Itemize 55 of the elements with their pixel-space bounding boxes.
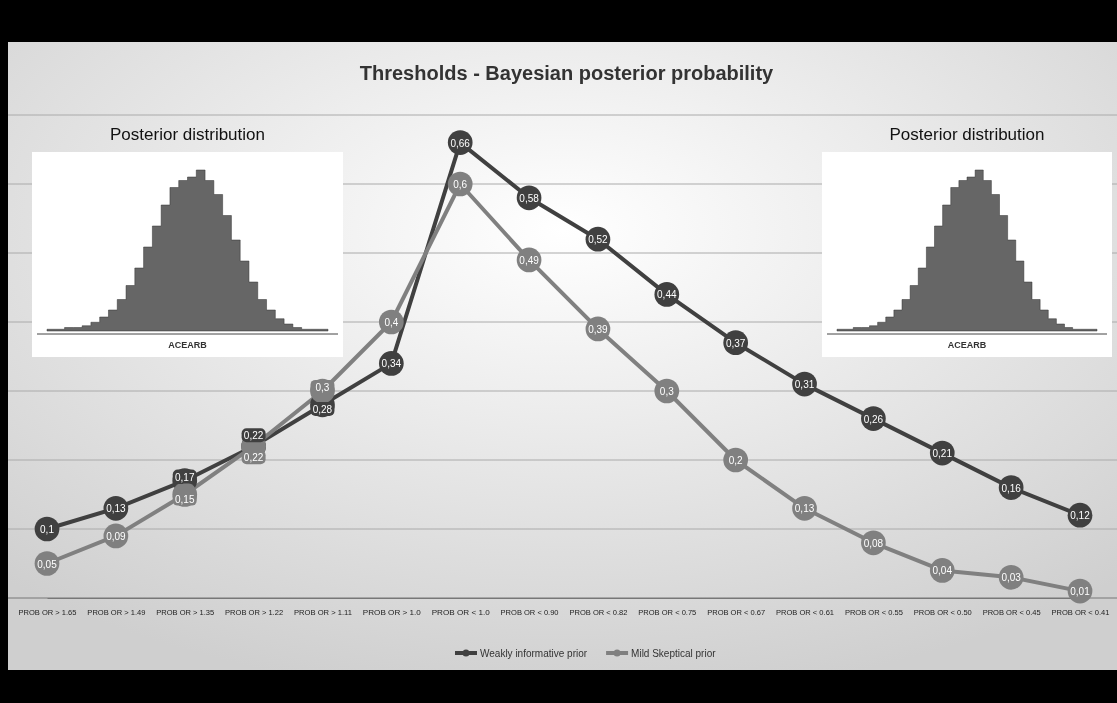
data-label: 0,17 — [175, 471, 195, 483]
x-tick-label: PROB OR < 0.50 — [913, 608, 976, 618]
data-label: 0,34 — [381, 358, 402, 370]
data-label: 0,3 — [315, 381, 330, 393]
data-label: 0,22 — [243, 452, 264, 464]
data-label: 0,12 — [1070, 510, 1091, 522]
data-label: 0,58 — [519, 192, 540, 204]
annotation: ACEARB — [168, 340, 208, 350]
data-label: 0,05 — [37, 558, 58, 570]
data-label: 0,44 — [657, 289, 677, 301]
data-label: 0,03 — [1001, 572, 1022, 584]
x-tick-label: PROB OR > 1.35 — [156, 608, 218, 618]
data-label: 0,13 — [106, 503, 127, 515]
data-label: 0,31 — [794, 379, 815, 391]
x-tick-label: PROB OR > 1.11 — [293, 608, 355, 618]
data-label: 0,01 — [1070, 586, 1091, 598]
annotation: Posterior distribution — [110, 125, 265, 144]
data-label: 0,28 — [312, 403, 333, 415]
legend-label: Mild Skeptical prior — [631, 647, 717, 659]
data-label: 0,66 — [450, 137, 471, 149]
data-label: 0,21 — [932, 448, 953, 460]
x-tick-label: PROB OR < 0.45 — [982, 608, 1045, 618]
x-tick-label: PROB OR > 1.0 — [362, 608, 422, 618]
x-tick-label: PROB OR < 0.75 — [638, 608, 700, 618]
data-label: 0,49 — [519, 254, 540, 266]
data-label: 0,26 — [863, 413, 884, 425]
data-label: 0,4 — [384, 317, 399, 328]
x-tick-label: PROB OR < 1.0 — [431, 608, 491, 618]
data-label: 0,1 — [40, 524, 55, 535]
x-tick-label: PROB OR < 0.82 — [569, 608, 632, 618]
data-label: 0,15 — [175, 493, 195, 505]
x-tick-label: PROB OR < 0.55 — [844, 608, 907, 618]
data-label: 0,2 — [728, 455, 744, 466]
data-label: 0,16 — [1001, 482, 1022, 494]
x-tick-label: PROB OR > 1.49 — [87, 608, 149, 618]
annotation: ACEARB — [947, 340, 987, 350]
annotation: Posterior distribution — [889, 125, 1045, 144]
data-label: 0,13 — [794, 503, 815, 515]
data-label: 0,09 — [106, 530, 127, 542]
data-label: 0,6 — [453, 179, 468, 190]
x-tick-label: PROB OR > 1.65 — [18, 608, 81, 618]
legend-label: Weakly informative prior — [480, 647, 588, 659]
x-tick-label: PROB OR < 0.90 — [500, 608, 563, 618]
data-label: 0,37 — [725, 337, 746, 349]
x-tick-label: PROB OR > 1.22 — [225, 608, 287, 618]
data-label: 0,04 — [932, 565, 953, 577]
data-label: 0,52 — [588, 234, 609, 246]
x-tick-label: PROB OR < 0.41 — [1051, 608, 1114, 618]
x-tick-label: PROB OR < 0.67 — [707, 608, 769, 618]
data-label: 0,3 — [659, 386, 675, 397]
chart-title: Thresholds - Bayesian posterior probability — [359, 62, 775, 84]
data-label: 0,22 — [243, 430, 264, 442]
data-label: 0,39 — [588, 323, 609, 335]
x-tick-label: PROB OR < 0.61 — [776, 608, 838, 618]
data-label: 0,08 — [863, 537, 884, 549]
